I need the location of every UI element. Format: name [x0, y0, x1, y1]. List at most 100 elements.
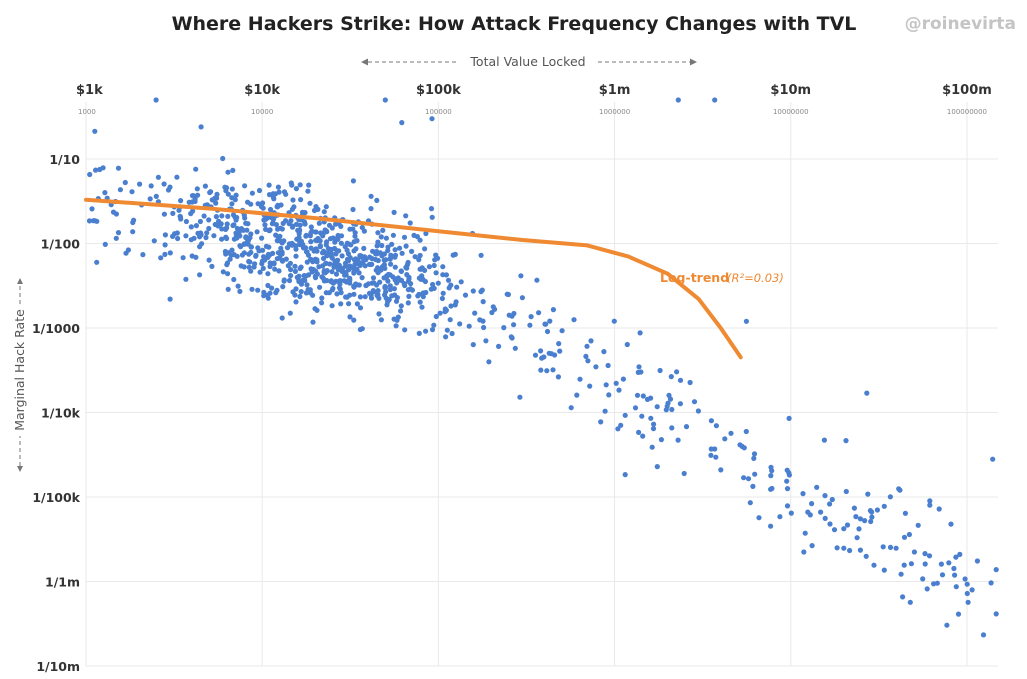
- y-tick-label: 1/10k: [41, 406, 81, 421]
- scatter-point: [668, 374, 674, 380]
- scatter-point: [332, 236, 338, 242]
- scatter-point: [308, 224, 314, 230]
- scatter-point: [376, 295, 382, 301]
- scatter-point: [345, 279, 351, 285]
- scatter-point: [615, 426, 621, 432]
- scatter-point: [602, 408, 608, 414]
- scatter-point: [321, 278, 327, 284]
- scatter-point: [784, 467, 790, 473]
- x-tick-label: $10m: [770, 83, 811, 98]
- scatter-point: [229, 201, 235, 207]
- scatter-point: [552, 352, 558, 358]
- scatter-point: [419, 304, 425, 310]
- scatter-point: [241, 241, 247, 247]
- scatter-point: [151, 238, 157, 244]
- scatter-point: [153, 97, 159, 103]
- scatter-point: [588, 338, 594, 344]
- scatter-point: [86, 218, 93, 224]
- scatter-point: [834, 545, 840, 551]
- scatter-point: [293, 299, 299, 305]
- scatter-point: [741, 475, 747, 481]
- scatter-point: [334, 291, 340, 297]
- scatter-point: [381, 257, 387, 263]
- scatter-point: [293, 221, 300, 227]
- scatter-point: [162, 242, 168, 248]
- scatter-point: [275, 250, 281, 256]
- scatter-point: [385, 278, 391, 284]
- scatter-point: [183, 233, 189, 239]
- scatter-point: [137, 181, 143, 187]
- scatter-point: [188, 211, 194, 217]
- scatter-point: [881, 567, 887, 573]
- scatter-point: [206, 225, 212, 232]
- scatter-point: [718, 467, 724, 473]
- scatter-point: [577, 376, 583, 382]
- scatter-point: [237, 233, 243, 239]
- scatter-point: [87, 171, 93, 178]
- scatter-point: [665, 400, 671, 406]
- scatter-point: [387, 272, 393, 278]
- scatter-point: [681, 470, 687, 477]
- scatter-point: [351, 266, 357, 272]
- scatter-point: [869, 514, 875, 520]
- scatter-point: [598, 419, 604, 425]
- scatter-point: [193, 166, 199, 172]
- scatter-point: [674, 369, 680, 375]
- scatter-point: [341, 278, 347, 284]
- scatter-point: [613, 380, 619, 386]
- scatter-point: [313, 229, 319, 235]
- scatter-point: [677, 401, 684, 407]
- scatter-point: [180, 255, 186, 261]
- scatter-point: [378, 234, 384, 240]
- scatter-point: [212, 195, 218, 201]
- scatter-point: [327, 236, 334, 242]
- scatter-point: [440, 290, 446, 296]
- scatter-point: [388, 261, 394, 267]
- scatter-point: [864, 390, 870, 396]
- scatter-point: [248, 268, 254, 274]
- scatter-point: [550, 367, 556, 373]
- scatter-point: [747, 500, 753, 506]
- scatter-point: [248, 244, 254, 250]
- scatter-point: [403, 243, 409, 249]
- scatter-point: [644, 396, 651, 402]
- scatter-point: [140, 252, 146, 258]
- scatter-point: [220, 269, 226, 275]
- scatter-point: [429, 116, 435, 122]
- scatter-point: [401, 234, 408, 240]
- scatter-point: [288, 180, 294, 186]
- scatter-point: [713, 454, 719, 460]
- scatter-point: [300, 277, 306, 283]
- scatter-point: [293, 286, 299, 292]
- scatter-point: [675, 437, 681, 443]
- scatter-point: [616, 387, 622, 393]
- scatter-point: [868, 518, 874, 525]
- scatter-point: [651, 421, 657, 427]
- left-arrow-icon: [361, 58, 368, 66]
- scatter-point: [636, 429, 642, 435]
- scatter-point: [346, 301, 352, 307]
- scatter-point: [161, 211, 167, 217]
- scatter-point: [266, 192, 273, 198]
- scatter-point: [357, 305, 364, 311]
- trend-label: Log-trend: [660, 270, 729, 285]
- scatter-point: [336, 278, 343, 284]
- scatter-point: [922, 551, 928, 557]
- scatter-point: [92, 218, 98, 224]
- scatter-point: [440, 264, 446, 270]
- scatter-point: [174, 174, 180, 180]
- scatter-point: [276, 268, 282, 274]
- scatter-point: [263, 216, 269, 222]
- scatter-point: [195, 192, 201, 198]
- scatter-point: [148, 183, 154, 189]
- scatter-point: [368, 261, 374, 268]
- scatter-point: [161, 181, 167, 187]
- scatter-point: [214, 191, 220, 197]
- scatter-point: [369, 280, 375, 286]
- scatter-point: [319, 274, 325, 280]
- scatter-point: [256, 187, 263, 194]
- scatter-point: [225, 169, 231, 175]
- scatter-point: [239, 252, 245, 258]
- scatter-point: [519, 295, 526, 301]
- scatter-point: [751, 455, 757, 461]
